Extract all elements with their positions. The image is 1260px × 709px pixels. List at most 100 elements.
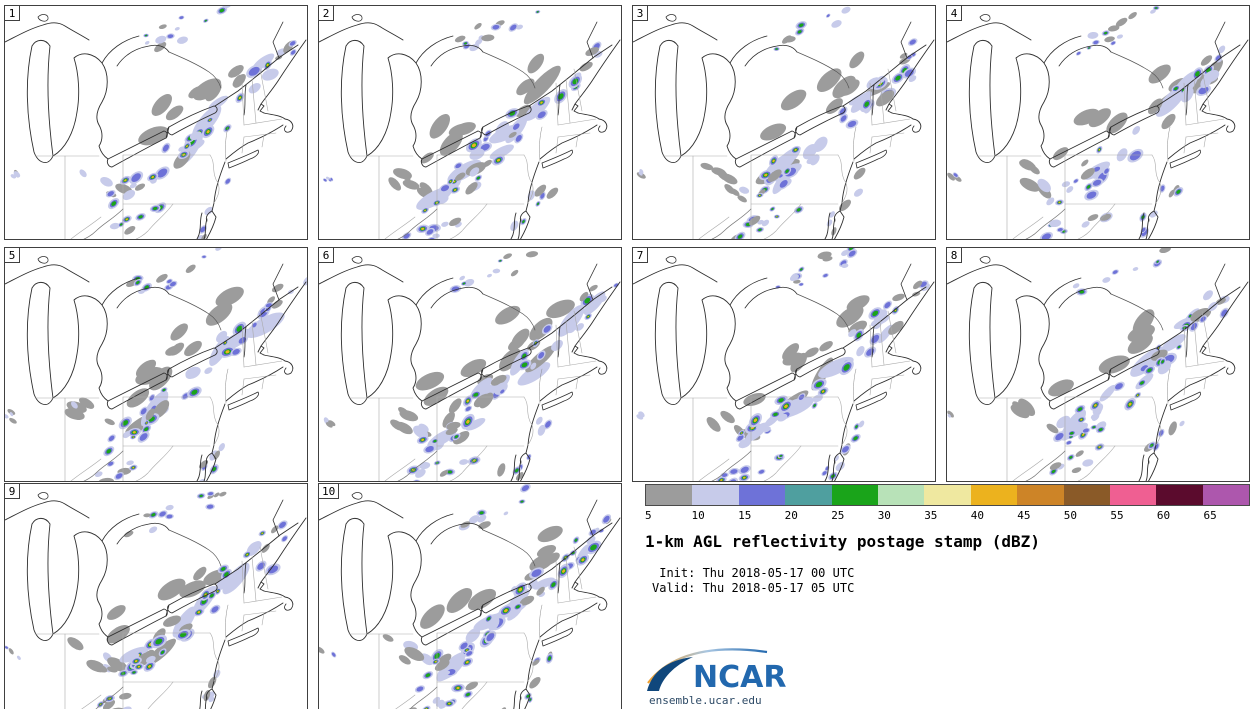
reflectivity-cell — [825, 98, 843, 115]
boundary-line — [885, 281, 935, 356]
colorbar-tick: 40 — [970, 509, 985, 522]
member-number: 7 — [632, 247, 648, 263]
reflectivity-cell — [319, 646, 325, 654]
reflectivity-cell — [779, 180, 788, 188]
reflectivity-cell — [884, 302, 891, 309]
boundary-line — [555, 376, 579, 396]
reflectivity-cell — [495, 121, 510, 137]
reflectivity-cell — [906, 55, 912, 59]
reflectivity-cell — [1073, 179, 1078, 183]
reflectivity-cell — [496, 158, 501, 162]
reflectivity-cell — [1098, 148, 1101, 151]
boundary-line — [729, 277, 798, 309]
boundary-line — [853, 126, 857, 162]
boundary-line — [1169, 391, 1201, 411]
reflectivity-field — [323, 251, 619, 481]
reflectivity-cell — [163, 615, 181, 627]
reflectivity-cell — [151, 94, 172, 116]
boundary-line — [565, 320, 571, 366]
reflectivity-cell — [399, 410, 419, 422]
reflectivity-cell — [167, 34, 174, 39]
reflectivity-cell — [589, 284, 598, 292]
reflectivity-cell — [323, 178, 327, 182]
boundary-line — [482, 293, 536, 331]
reflectivity-cell — [271, 299, 283, 309]
colorbar-tick: 45 — [1017, 509, 1031, 522]
boundary-line — [1205, 112, 1236, 133]
reflectivity-cell — [104, 418, 115, 426]
reflectivity-cell — [538, 351, 545, 359]
reflectivity-cell — [465, 406, 471, 412]
reflectivity-cell — [419, 462, 431, 470]
boundary-line — [272, 499, 284, 537]
boundary-line — [272, 263, 284, 301]
ncar-logo: NCAR — [647, 648, 786, 692]
reflectivity-cell — [131, 173, 141, 182]
boundary-line — [1151, 396, 1162, 446]
reflectivity-cell — [447, 470, 453, 474]
reflectivity-cell — [739, 186, 750, 194]
reflectivity-cell — [115, 473, 123, 479]
reflectivity-cell — [515, 605, 520, 609]
boundary-line — [397, 208, 438, 239]
reflectivity-cell — [222, 562, 250, 595]
reflectivity-cell — [521, 362, 528, 368]
reflectivity-cell — [492, 268, 501, 274]
reflectivity-cell — [1093, 166, 1101, 172]
reflectivity-cell — [1147, 368, 1152, 373]
reflectivity-cell — [429, 114, 450, 139]
boundary-line — [523, 632, 534, 682]
reflectivity-cell — [527, 53, 545, 74]
boundary-line — [340, 39, 368, 163]
reflectivity-cell — [1082, 459, 1094, 467]
reflectivity-cell — [904, 69, 914, 77]
reflectivity-cell — [780, 89, 807, 111]
reflectivity-cell — [203, 569, 227, 586]
reflectivity-cell — [855, 425, 858, 429]
boundary-line — [541, 391, 573, 411]
reflectivity-cell — [721, 173, 738, 185]
reflectivity-cell — [831, 20, 842, 28]
boundary-line — [842, 286, 927, 349]
reflectivity-cell — [106, 605, 126, 620]
reflectivity-cell — [151, 513, 156, 517]
reflectivity-cell — [700, 162, 714, 171]
boundary-line — [259, 68, 269, 112]
reflectivity-cell — [639, 169, 644, 174]
reflectivity-cell — [740, 466, 749, 473]
boundary-line — [510, 212, 522, 239]
boundary-line — [680, 295, 737, 402]
reflectivity-cell — [840, 79, 860, 96]
member-number: 8 — [946, 247, 962, 263]
boundary-line — [557, 360, 597, 368]
boundary-line — [384, 216, 416, 239]
boundary-line — [565, 78, 571, 124]
reflectivity-cell — [853, 167, 866, 180]
boundary-line — [1183, 82, 1187, 126]
reflectivity-cell — [465, 628, 481, 643]
boundary-line — [539, 126, 543, 162]
boundary-line — [891, 354, 922, 375]
boundary-line — [947, 264, 1032, 285]
reflectivity-cell — [331, 652, 336, 657]
reflectivity-cell — [157, 578, 186, 601]
boundary-line — [243, 360, 283, 368]
boundary-line — [340, 281, 368, 405]
reflectivity-cell — [521, 485, 530, 492]
boundary-line — [871, 84, 875, 116]
reflectivity-cell — [201, 233, 207, 239]
reflectivity-cell — [197, 611, 201, 614]
boundary-line — [319, 22, 404, 43]
reflectivity-cell — [1150, 349, 1168, 361]
reflectivity-cell — [545, 421, 551, 428]
reflectivity-cell — [1104, 36, 1115, 43]
reflectivity-cell — [758, 194, 761, 197]
boundary-line — [887, 310, 897, 354]
reflectivity-cell — [459, 459, 469, 465]
boundary-line — [243, 132, 277, 138]
reflectivity-cell — [1168, 189, 1175, 198]
reflectivity-cell — [706, 417, 721, 432]
reflectivity-cell — [532, 577, 556, 590]
boundary-line — [241, 324, 245, 368]
boundary-line — [571, 517, 621, 592]
